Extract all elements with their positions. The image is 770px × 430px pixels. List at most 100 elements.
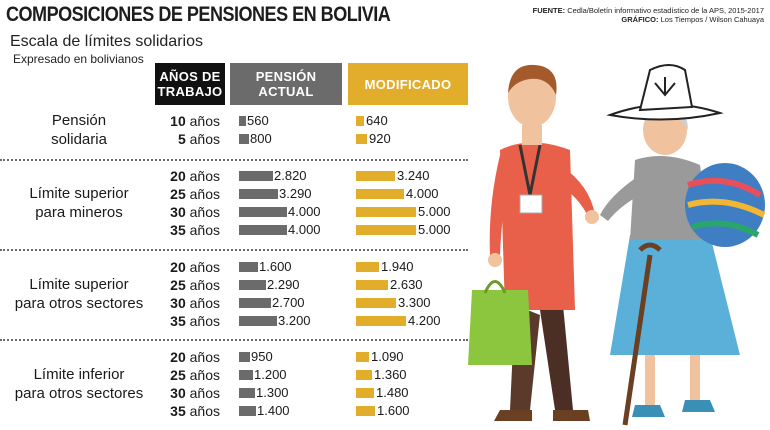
bar-modified xyxy=(356,262,379,272)
bar-modified xyxy=(356,280,388,290)
years-label: 5 años xyxy=(158,130,220,148)
bar-modified xyxy=(356,388,374,398)
group-label-line2: para otros sectores xyxy=(14,295,144,312)
value-label-actual: 3.290 xyxy=(279,186,312,201)
years-number: 10 xyxy=(170,113,186,129)
years-label: 35 años xyxy=(158,402,220,420)
value-label-modified: 5.000 xyxy=(418,222,451,237)
group-label-line1: Pensión xyxy=(51,112,107,129)
years-word: años xyxy=(189,113,220,129)
graphic-text: Los Tiempos / Wilson Cahuaya xyxy=(660,15,764,24)
group-label-line1: Límite inferior xyxy=(33,366,125,383)
years-number: 25 xyxy=(170,186,186,202)
source-label: FUENTE: xyxy=(532,6,566,15)
years-label: 20 años xyxy=(158,258,220,276)
bar-modified xyxy=(356,171,395,181)
years-label: 30 años xyxy=(158,384,220,402)
bar-actual xyxy=(239,352,250,362)
value-label-actual: 4.000 xyxy=(288,222,321,237)
years-word: años xyxy=(189,259,220,275)
value-label-modified: 5.000 xyxy=(418,204,451,219)
years-label: 25 años xyxy=(158,276,220,294)
bar-actual xyxy=(239,207,287,217)
years-number: 20 xyxy=(170,259,186,275)
bar-actual xyxy=(239,189,278,199)
years-label: 25 años xyxy=(158,185,220,203)
group-label: Pensión solidaria xyxy=(0,111,158,149)
value-label-actual: 950 xyxy=(251,349,273,364)
value-label-modified: 1.090 xyxy=(371,349,404,364)
years-word: años xyxy=(189,277,220,293)
years-word: años xyxy=(189,204,220,220)
bar-actual xyxy=(239,134,249,144)
years-number: 35 xyxy=(170,313,186,329)
source-credits: FUENTE: Cedla/Boletín informativo estadí… xyxy=(533,6,764,24)
page-title: COMPOSICIONES DE PENSIONES EN BOLIVIA xyxy=(6,3,391,26)
bar-actual xyxy=(239,388,255,398)
bar-actual xyxy=(239,262,258,272)
bar-actual xyxy=(239,406,256,416)
years-word: años xyxy=(189,168,220,184)
value-label-modified: 3.240 xyxy=(397,168,430,183)
bar-modified xyxy=(356,189,404,199)
group-label-line2: para otros sectores xyxy=(14,385,144,402)
years-label: 30 años xyxy=(158,294,220,312)
bar-modified xyxy=(356,298,396,308)
bar-modified xyxy=(356,370,372,380)
bar-modified xyxy=(356,352,369,362)
value-label-modified: 4.200 xyxy=(408,313,441,328)
years-word: años xyxy=(189,131,220,147)
value-label-modified: 1.480 xyxy=(376,385,409,400)
group-separator xyxy=(0,159,468,161)
bar-actual xyxy=(239,116,246,126)
years-label: 20 años xyxy=(158,348,220,366)
bar-modified xyxy=(356,134,367,144)
group-label-line2: para mineros xyxy=(35,204,123,221)
value-label-actual: 4.000 xyxy=(288,204,321,219)
column-header-modified: MODIFICADO xyxy=(348,63,468,105)
years-word: años xyxy=(189,403,220,419)
unit-note: Expresado en bolivianos xyxy=(13,52,144,66)
years-word: años xyxy=(189,186,220,202)
years-number: 30 xyxy=(170,385,186,401)
value-label-actual: 2.290 xyxy=(267,277,300,292)
bar-actual xyxy=(239,280,266,290)
value-label-actual: 1.400 xyxy=(257,403,290,418)
years-number: 5 xyxy=(177,131,186,147)
bar-actual xyxy=(239,225,287,235)
years-number: 20 xyxy=(170,349,186,365)
group-label: Límite superior para mineros xyxy=(0,184,158,222)
years-label: 10 años xyxy=(158,112,220,130)
years-word: años xyxy=(189,313,220,329)
value-label-actual: 560 xyxy=(247,113,269,128)
group-separator xyxy=(0,249,468,251)
years-number: 35 xyxy=(170,222,186,238)
years-word: años xyxy=(189,367,220,383)
value-label-modified: 4.000 xyxy=(406,186,439,201)
years-number: 25 xyxy=(170,277,186,293)
group-separator xyxy=(0,339,468,341)
bar-modified xyxy=(356,316,406,326)
bar-modified xyxy=(356,207,416,217)
value-label-actual: 1.600 xyxy=(259,259,292,274)
value-label-modified: 640 xyxy=(366,113,388,128)
years-label: 35 años xyxy=(158,312,220,330)
bar-actual xyxy=(239,298,271,308)
value-label-modified: 1.360 xyxy=(374,367,407,382)
value-label-actual: 2.700 xyxy=(272,295,305,310)
value-label-actual: 1.200 xyxy=(254,367,287,382)
column-header-years: AÑOS DE TRABAJO xyxy=(155,63,225,105)
value-label-modified: 3.300 xyxy=(398,295,431,310)
value-label-actual: 800 xyxy=(250,131,272,146)
chart-subtitle: Escala de límites solidarios xyxy=(10,33,203,50)
years-label: 35 años xyxy=(158,221,220,239)
years-word: años xyxy=(189,222,220,238)
group-label-line1: Límite superior xyxy=(29,276,129,293)
group-label: Límite superior para otros sectores xyxy=(0,275,158,313)
source-text: Cedla/Boletín informativo estadístico de… xyxy=(567,6,764,15)
value-label-modified: 1.600 xyxy=(377,403,410,418)
bar-actual xyxy=(239,316,277,326)
years-word: años xyxy=(189,295,220,311)
value-label-modified: 920 xyxy=(369,131,391,146)
years-label: 20 años xyxy=(158,167,220,185)
